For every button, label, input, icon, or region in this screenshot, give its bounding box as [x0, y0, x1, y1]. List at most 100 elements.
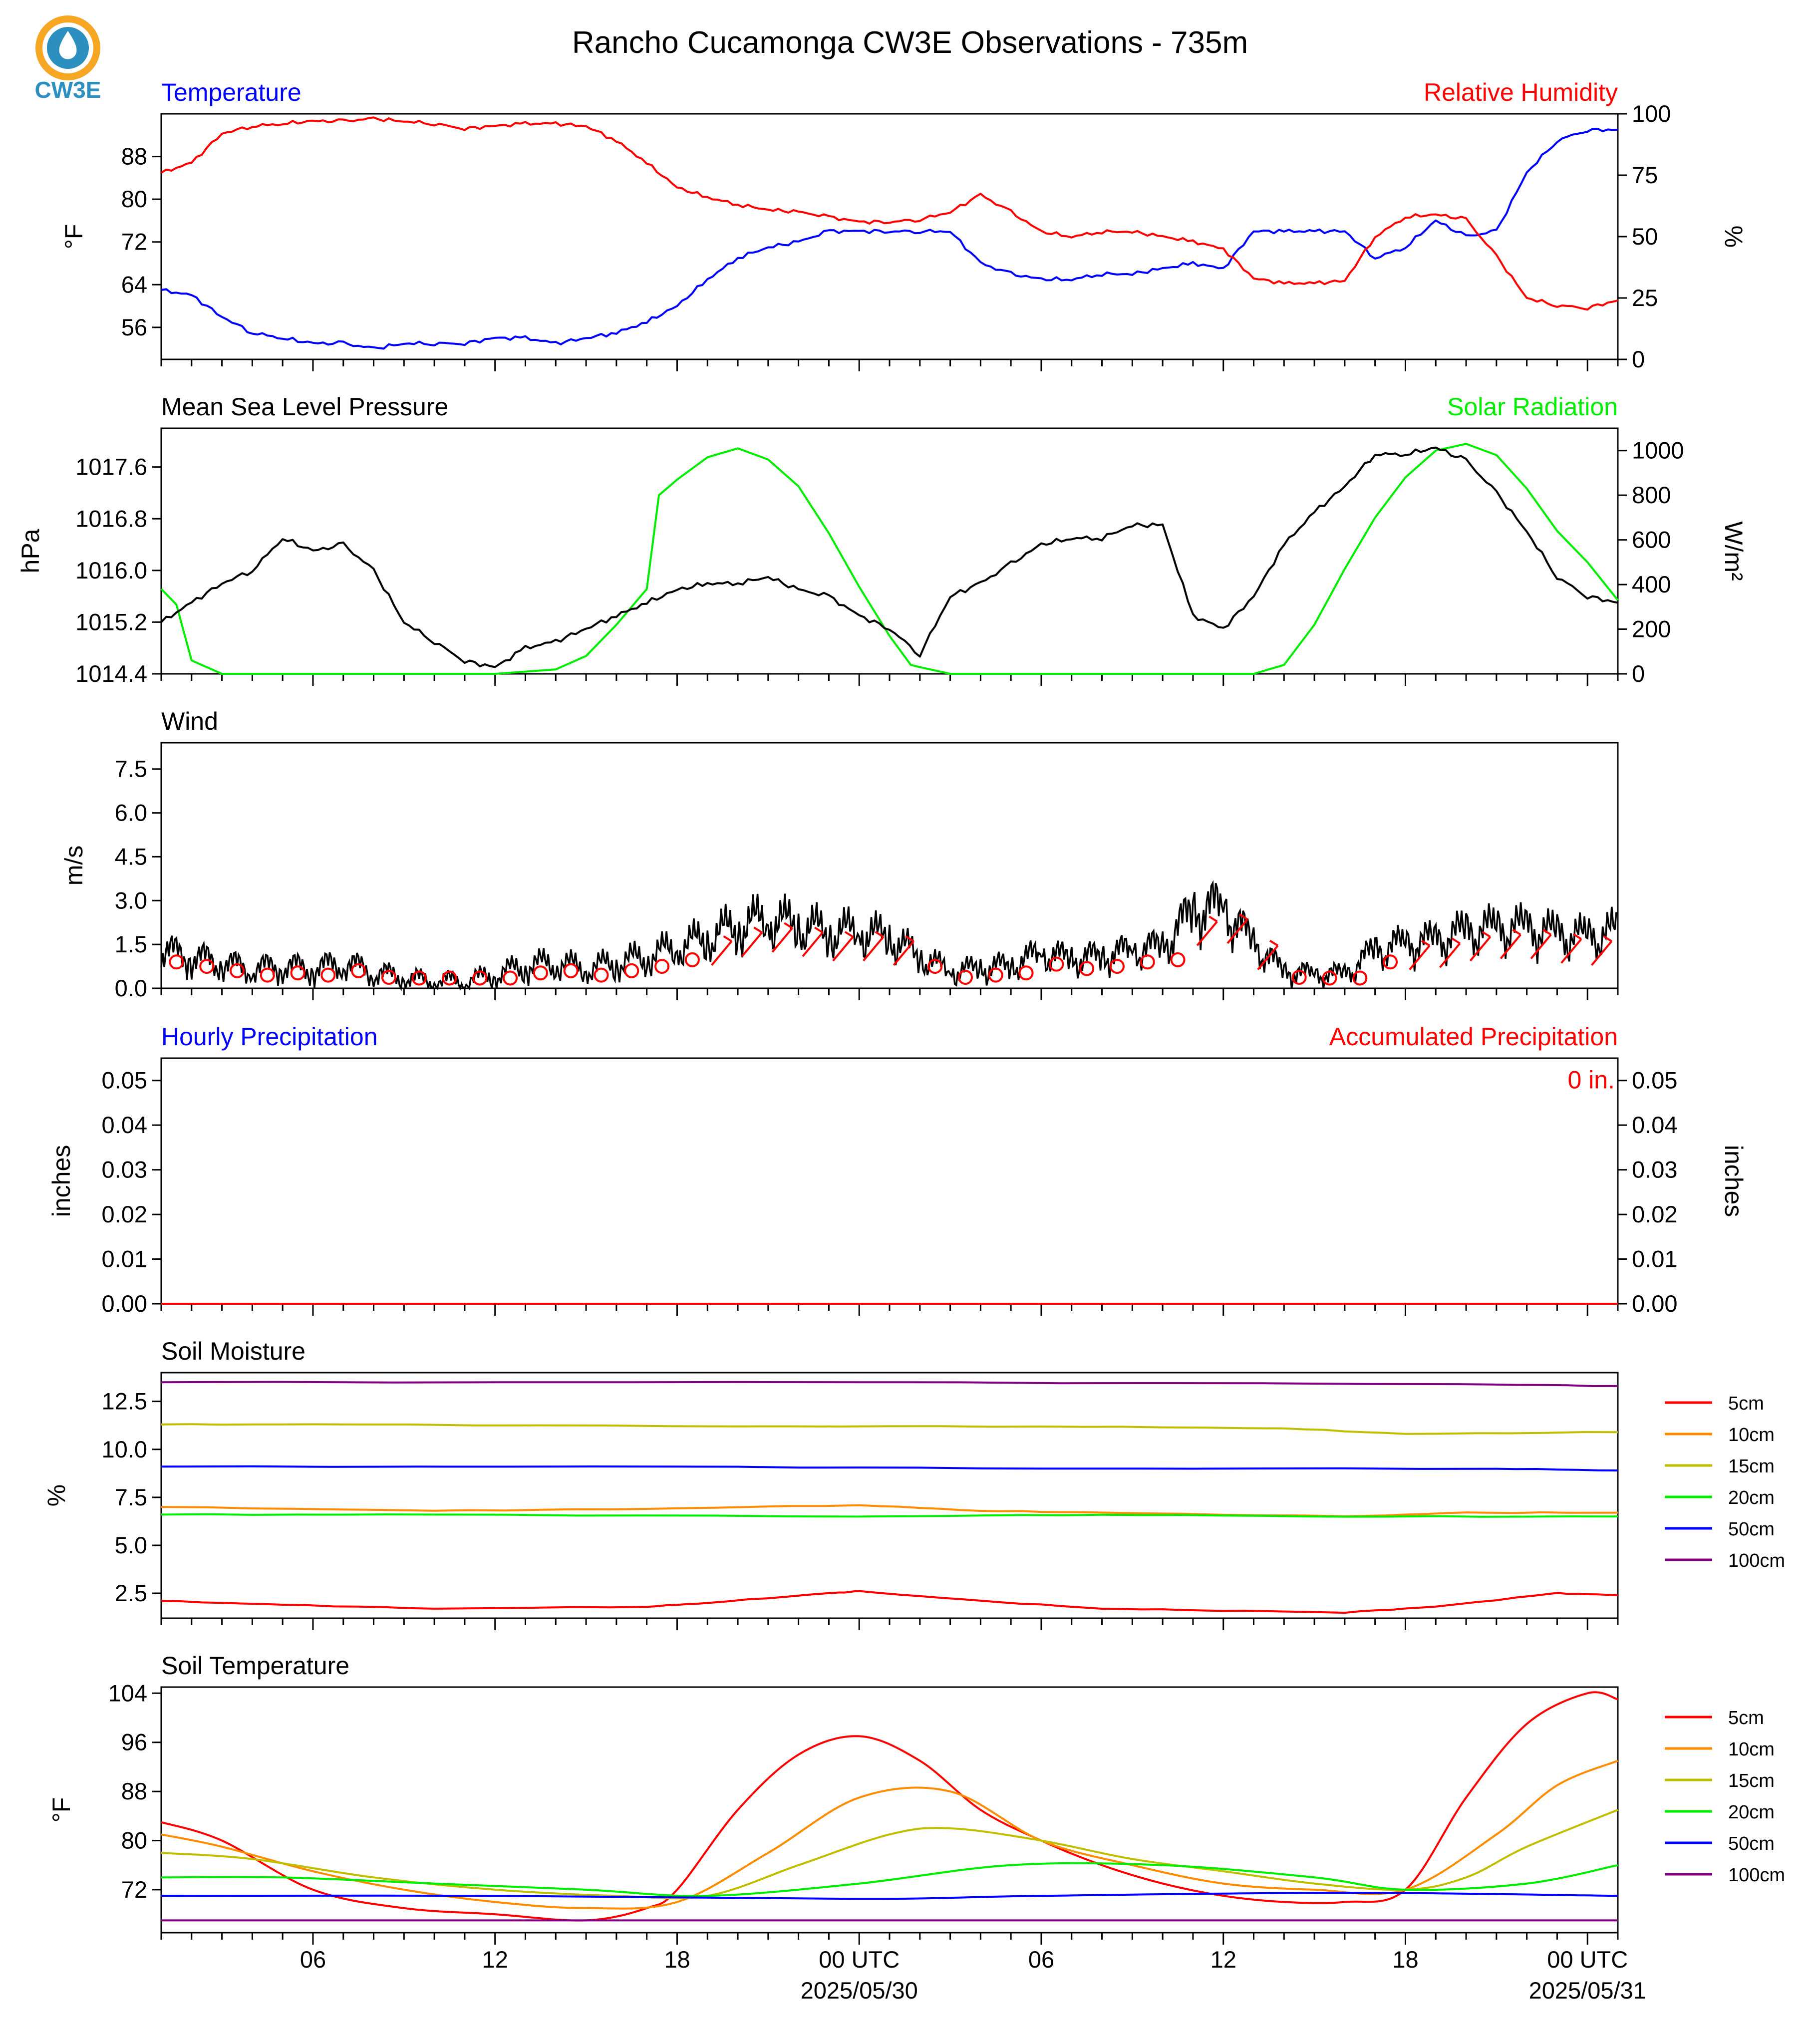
y-tick-label: 80: [121, 186, 147, 212]
panel-title: Soil Temperature: [161, 1652, 349, 1680]
y-tick-label-right: 0.04: [1632, 1112, 1677, 1138]
soil-moisture-5cm-line: [161, 1590, 1618, 1614]
wind-calm-marker: [1291, 970, 1307, 985]
wind-calm-marker: [199, 959, 215, 974]
solar-radiation-line: [160, 443, 1619, 675]
panel-soil-temperature: 72 80 88 96 104 °F Soil Temperature 5cm 10cm 15cm…: [47, 1652, 1785, 1945]
panel-precipitation: 0.00 0.01 0.02 0.03 0.04 0.05 inches 0.00 0.01 0.…: [47, 1023, 1748, 1317]
legend-label-10cm: 10cm: [1728, 1425, 1775, 1446]
wind-speed-line: [160, 880, 1617, 992]
y-tick-label-right: 0.00: [1632, 1290, 1677, 1317]
y-tick-label-right: 75: [1632, 162, 1658, 188]
y-tick-label: 0.00: [102, 1290, 147, 1317]
legend-label-5cm: 5cm: [1728, 1393, 1764, 1414]
y-axis-label: %: [42, 1484, 70, 1506]
y-tick-label: 96: [121, 1729, 147, 1755]
wind-calm-marker: [533, 965, 548, 981]
y-tick-label: 7.5: [115, 756, 147, 782]
wind-calm-marker: [654, 959, 670, 974]
panel-temperature-humidity: 56 64 72 80 88 °F 0 25 50 75 100% Temperature Relati…: [60, 78, 1748, 372]
y-tick-label: 88: [121, 1778, 147, 1804]
wind-barb: [863, 931, 885, 962]
temperature-line: [161, 127, 1618, 350]
y-tick-label-right: 400: [1632, 571, 1671, 597]
wind-barb: [1560, 933, 1582, 964]
wind-calm-marker: [1352, 970, 1368, 986]
x-tick-label: 06: [1028, 1946, 1054, 1973]
y-axis-label: °F: [60, 224, 88, 250]
legend-label-15cm: 15cm: [1728, 1456, 1775, 1477]
y-tick-label-right: 0: [1632, 346, 1645, 372]
y-tick-label: 104: [108, 1680, 147, 1706]
wind-barb: [1469, 931, 1491, 962]
panel-title: Hourly Precipitation: [161, 1023, 378, 1051]
y-tick-label: 2.5: [115, 1580, 147, 1606]
wind-calm-marker: [229, 963, 245, 978]
wind-calm-marker: [320, 967, 336, 983]
x-tick-label: 00 UTC: [819, 1946, 900, 1973]
x-date-label: 2025/05/30: [801, 1977, 918, 2004]
legend-label-10cm: 10cm: [1728, 1739, 1775, 1760]
wind-calm-marker: [169, 954, 184, 970]
wind-barb: [1530, 928, 1552, 959]
legend-label-50cm: 50cm: [1728, 1833, 1775, 1854]
y-tick-label: 64: [121, 271, 147, 297]
wind-calm-marker: [351, 963, 366, 978]
y-tick-label: 10.0: [102, 1436, 147, 1462]
legend-label-20cm: 20cm: [1728, 1802, 1775, 1823]
y-tick-label: 1015.2: [75, 608, 147, 635]
panel-soil-moisture: 2.5 5.0 7.5 10.0 12.5% Soil Moisture 5cm 10cm 15…: [42, 1337, 1785, 1630]
wind-calm-marker: [1322, 970, 1337, 986]
soil-moisture-100cm-line: [161, 1381, 1618, 1387]
soil-moisture-50cm-line: [161, 1465, 1618, 1471]
y-axis-label: °F: [47, 1797, 75, 1823]
wind-calm-marker: [624, 963, 639, 978]
accumulated-precip-value: 0 in.: [1567, 1066, 1615, 1094]
x-tick-label: 12: [482, 1946, 508, 1973]
wind-barb: [711, 935, 733, 966]
y-axis-label-right: %: [1720, 226, 1748, 248]
x-tick-label: 18: [1392, 1946, 1418, 1973]
wind-calm-marker: [1018, 965, 1034, 981]
wind-calm-marker: [442, 970, 457, 986]
soil-temp-20cm-line: [161, 1862, 1618, 1897]
y-tick-label: 80: [121, 1827, 147, 1854]
wind-barb: [802, 926, 824, 957]
panel-wind: 0.0 1.5 3.0 4.5 6.0 7.5 m/s Wind: [60, 707, 1619, 1001]
panel-title: Soil Moisture: [161, 1337, 305, 1365]
y-tick-label: 12.5: [102, 1388, 147, 1415]
legend-label-15cm: 15cm: [1728, 1770, 1775, 1791]
wind-calm-marker: [684, 952, 700, 967]
legend-label-100cm: 100cm: [1728, 1865, 1785, 1886]
water-drop-icon: [59, 31, 77, 59]
wind-calm-marker: [472, 970, 488, 986]
soil-moisture-20cm-line: [161, 1513, 1618, 1518]
panel-title-right: Accumulated Precipitation: [1329, 1023, 1618, 1051]
legend-label-50cm: 50cm: [1728, 1519, 1775, 1540]
wind-calm-marker: [957, 970, 973, 985]
wind-calm-marker: [1049, 956, 1064, 972]
wind-calm-marker: [594, 967, 609, 983]
pressure-line: [160, 446, 1618, 668]
y-tick-label: 0.03: [102, 1157, 147, 1183]
y-tick-label-right: 50: [1632, 223, 1658, 250]
logo-ring: [35, 15, 100, 80]
y-tick-label: 1016.8: [75, 505, 147, 532]
wind-barb: [1257, 939, 1279, 970]
y-axis-label-right: W/m²: [1720, 521, 1748, 580]
y-tick-label-right: 800: [1632, 482, 1671, 508]
y-tick-label: 6.0: [115, 800, 147, 826]
wind-barb: [741, 926, 763, 957]
y-tick-label: 7.5: [115, 1484, 147, 1510]
y-axis-label-right: inches: [1720, 1145, 1748, 1217]
x-tick-label: 18: [664, 1946, 690, 1973]
wind-barb: [1409, 939, 1431, 970]
figure-title: Rancho Cucamonga CW3E Observations - 735…: [572, 25, 1248, 60]
wind-calm-marker: [563, 963, 579, 978]
wind-calm-marker: [411, 970, 427, 986]
y-tick-label-right: 0.05: [1632, 1067, 1677, 1094]
legend-label-5cm: 5cm: [1728, 1708, 1764, 1729]
wind-calm-marker: [1109, 959, 1125, 974]
wind-calm-marker: [260, 967, 275, 983]
